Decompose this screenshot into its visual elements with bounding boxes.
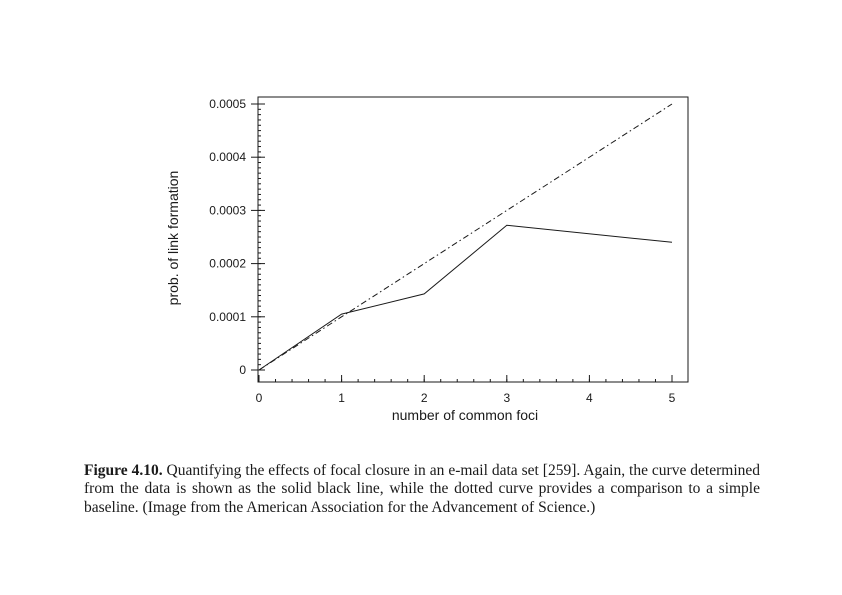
x-tick-label: 2 bbox=[421, 391, 428, 405]
x-axis-label: number of common foci bbox=[392, 407, 538, 423]
y-tick-label: 0.0004 bbox=[209, 150, 246, 164]
y-tick-label: 0 bbox=[239, 363, 246, 377]
tick-labels: 0 1 2 3 4 5 0 0.0001 0.0002 0.0003 0.0004 0.0005 bbox=[209, 97, 675, 405]
y-axis-label: prob. of link formation bbox=[165, 171, 181, 306]
data-line bbox=[258, 224, 673, 371]
caption-text: Quantifying the effects of focal closure… bbox=[84, 461, 761, 516]
y-tick-label: 0.0002 bbox=[209, 257, 246, 271]
x-tick-label: 5 bbox=[669, 391, 676, 405]
x-tick-label: 1 bbox=[338, 391, 345, 405]
x-tick-label: 0 bbox=[256, 391, 263, 405]
baseline-line bbox=[258, 103, 673, 371]
y-tick-label: 0.0003 bbox=[209, 203, 246, 217]
x-tick-label: 4 bbox=[586, 391, 593, 405]
figure-label: Figure 4.10. bbox=[84, 461, 163, 479]
x-tick-label: 3 bbox=[503, 391, 510, 405]
y-tick-label: 0.0001 bbox=[209, 310, 246, 324]
series-layer bbox=[258, 103, 673, 371]
minor-ticks bbox=[258, 103, 673, 382]
major-ticks bbox=[251, 103, 673, 382]
plot-frame bbox=[257, 96, 689, 383]
line-chart: 0 1 2 3 4 5 0 0.0001 0.0002 0.0003 0.0004 0.0005 nu… bbox=[165, 96, 689, 423]
figure-caption: Figure 4.10. Quantifying the effects of … bbox=[84, 462, 760, 518]
y-tick-label: 0.0005 bbox=[209, 97, 246, 111]
